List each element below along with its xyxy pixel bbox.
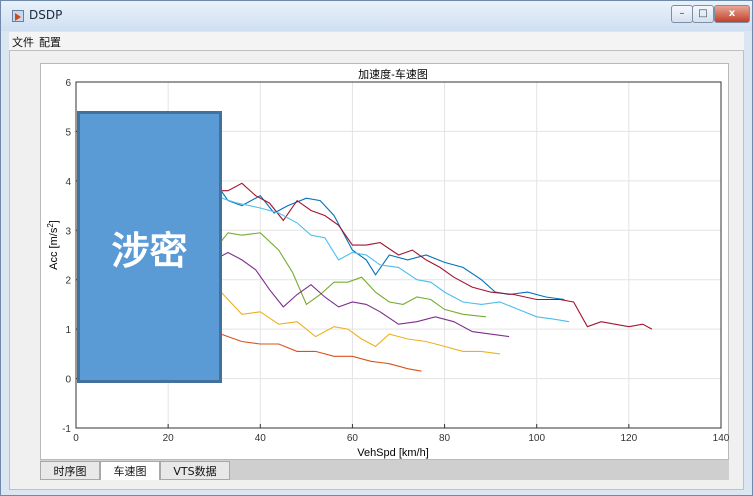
close-button[interactable]: x bbox=[714, 5, 750, 23]
y-tick-label: 5 bbox=[65, 127, 71, 138]
menu-file[interactable]: 文件 bbox=[12, 36, 34, 49]
confidential-stamp: 涉密 bbox=[77, 111, 222, 383]
x-tick-label: 60 bbox=[347, 433, 359, 444]
x-tick-label: 100 bbox=[528, 433, 545, 444]
x-tick-label: 20 bbox=[163, 433, 175, 444]
tab-time-series[interactable]: 时序图 bbox=[40, 461, 100, 480]
y-tick-label: 6 bbox=[65, 78, 71, 89]
chart-series bbox=[213, 180, 653, 372]
x-tick-label: 140 bbox=[713, 433, 730, 444]
x-axis-label: VehSpd [km/h] bbox=[357, 447, 429, 459]
menu-bar: 文件 配置 bbox=[9, 32, 744, 50]
x-tick-label: 120 bbox=[621, 433, 638, 444]
y-tick-label: 4 bbox=[65, 177, 71, 188]
series-line-2 bbox=[214, 182, 653, 330]
tab-bar: 时序图 车速图 VTS数据 bbox=[40, 460, 729, 480]
y-tick-label: 2 bbox=[65, 276, 71, 287]
chart-title: 加速度-车速图 bbox=[358, 67, 428, 81]
series-line-6 bbox=[213, 284, 500, 355]
maximize-button[interactable]: □ bbox=[692, 5, 714, 23]
series-line-4 bbox=[213, 232, 487, 318]
series-line-5 bbox=[213, 251, 510, 338]
title-bar[interactable]: DSDP – □ x bbox=[1, 1, 752, 31]
y-tick-label: 3 bbox=[65, 226, 71, 237]
window-title: DSDP bbox=[29, 8, 63, 22]
tab-speed-chart[interactable]: 车速图 bbox=[100, 461, 160, 480]
x-tick-label: 0 bbox=[73, 433, 79, 444]
y-tick-label: -1 bbox=[62, 424, 71, 435]
menu-config[interactable]: 配置 bbox=[39, 36, 61, 49]
y-tick-label: 1 bbox=[65, 325, 71, 336]
minimize-button[interactable]: – bbox=[671, 5, 693, 23]
x-tick-label: 80 bbox=[439, 433, 451, 444]
series-line-7 bbox=[214, 331, 422, 372]
axes-box bbox=[75, 81, 722, 429]
series-line-3 bbox=[214, 195, 570, 323]
x-tick-label: 40 bbox=[255, 433, 267, 444]
y-tick-label: 0 bbox=[65, 375, 71, 386]
matlab-logo-icon bbox=[12, 10, 24, 22]
tab-vts-data[interactable]: VTS数据 bbox=[160, 461, 230, 480]
y-axis-label: Acc [m/s2] bbox=[46, 220, 60, 270]
